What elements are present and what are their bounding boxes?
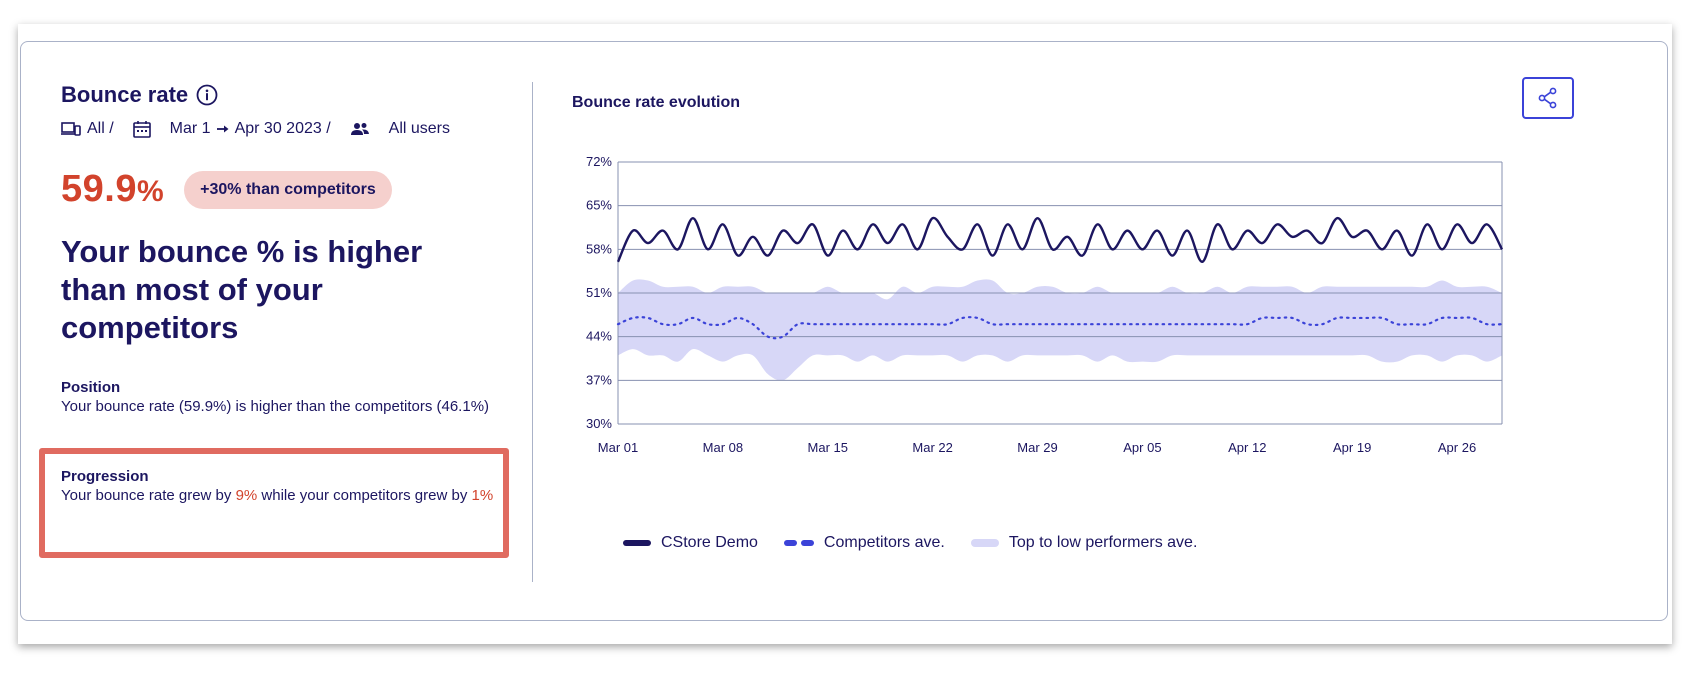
info-icon[interactable] — [196, 84, 218, 106]
y-tick-label: 72% — [586, 154, 612, 169]
legend-swatch-band — [970, 539, 999, 547]
cstore-line — [616, 216, 1504, 264]
legend-item-cstore[interactable]: CStore Demo — [623, 534, 758, 552]
legend-label-band: Top to low performers ave. — [1008, 534, 1198, 551]
share-button[interactable] — [1522, 77, 1574, 119]
device-filter[interactable]: All / — [87, 120, 114, 137]
kpi-row: 59.9% +30% than competitors — [61, 168, 491, 211]
chart-legend: CStore Demo Competitors ave. Top to low … — [623, 534, 1223, 552]
y-tick-label: 44% — [586, 329, 612, 344]
comparison-badge: +30% than competitors — [184, 170, 392, 209]
progression-text: Your bounce rate grew by 9% while your c… — [61, 485, 503, 506]
y-tick-label: 51% — [586, 285, 612, 300]
x-tick-label: Mar 08 — [703, 440, 743, 455]
headline: Your bounce % is higher than most of you… — [61, 234, 423, 345]
competitors-line — [616, 316, 1504, 340]
audience-filter[interactable]: All users — [388, 120, 451, 137]
panel-divider — [532, 82, 533, 582]
legend-item-band[interactable]: Top to low performers ave. — [970, 534, 1198, 552]
kpi-unit: % — [136, 175, 165, 208]
x-tick-label: Mar 01 — [598, 440, 638, 455]
date-end[interactable]: Apr 30 2023 / — [234, 120, 331, 137]
card-header: Bounce rate — [61, 82, 491, 108]
y-tick-label: 30% — [586, 416, 612, 431]
progression-highlight: Progression Your bounce rate grew by 9% … — [39, 448, 509, 558]
x-tick-label: Mar 15 — [808, 440, 848, 455]
own-growth-value: 9% — [235, 487, 258, 504]
kpi-number: 59.9 — [61, 168, 137, 210]
calendar-icon — [132, 121, 151, 138]
bounce-rate-value: 59.9% — [61, 168, 164, 211]
summary-panel: Bounce rate All / — [61, 82, 491, 417]
bounce-rate-card: Bounce rate All / — [20, 41, 1668, 621]
position-title: Position — [61, 379, 121, 396]
legend-label-cstore: CStore Demo — [661, 534, 758, 551]
x-tick-label: Apr 19 — [1333, 440, 1371, 455]
position-text: Your bounce rate (59.9%) is higher than … — [61, 398, 490, 415]
progression-text-1: Your bounce rate grew by — [61, 487, 236, 504]
progression-title: Progression — [61, 468, 149, 485]
arrow-right-icon — [216, 125, 229, 133]
legend-item-competitors[interactable]: Competitors ave. — [783, 534, 945, 552]
x-tick-label: Mar 29 — [1017, 440, 1057, 455]
legend-label-competitors: Competitors ave. — [823, 534, 945, 551]
devices-icon — [61, 122, 81, 136]
performers-band-area — [618, 279, 1502, 381]
card-title: Bounce rate — [61, 82, 189, 107]
date-start[interactable]: Mar 1 — [169, 120, 211, 137]
y-tick-label: 58% — [586, 241, 612, 256]
bounce-rate-chart: 72% 65% 58% 51% 44% 37% 30% Mar 01 Mar 08 Mar 15 M… — [586, 154, 1504, 455]
chart-title: Bounce rate evolution — [572, 94, 741, 111]
filter-summary: All / Mar 1 Apr 30 2023 / — [61, 120, 491, 138]
x-tick-label: Apr 12 — [1228, 440, 1266, 455]
y-tick-label: 65% — [586, 198, 612, 213]
legend-swatch-solid — [623, 540, 651, 546]
share-icon — [1538, 87, 1557, 109]
progression-text-2: while your competitors grew by — [257, 487, 472, 504]
legend-swatch-dashed — [783, 540, 814, 546]
x-tick-label: Apr 05 — [1123, 440, 1161, 455]
users-icon — [350, 123, 369, 135]
x-tick-label: Mar 22 — [912, 440, 952, 455]
x-tick-label: Apr 26 — [1438, 440, 1476, 455]
competitor-growth-value: 1% — [471, 487, 494, 504]
position-section: Position Your bounce rate (59.9%) is hig… — [61, 379, 491, 417]
y-tick-label: 37% — [586, 372, 612, 387]
